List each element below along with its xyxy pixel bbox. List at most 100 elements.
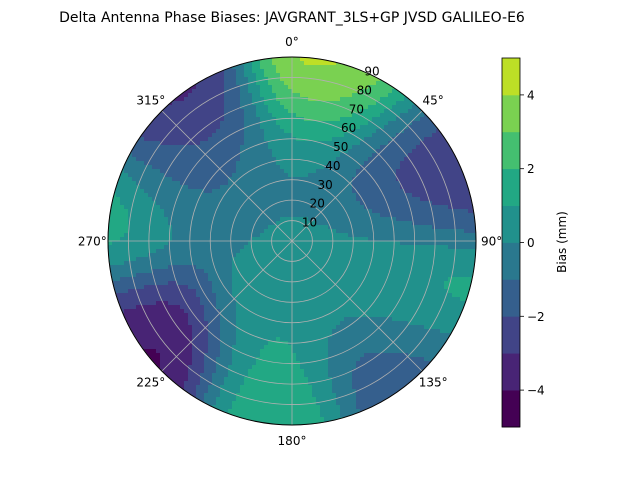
contour-cell [328, 117, 333, 122]
contour-cell [320, 285, 325, 290]
contour-cell [224, 281, 229, 286]
contour-cell [168, 181, 173, 186]
contour-cell [156, 305, 161, 310]
contour-cell [448, 153, 453, 158]
contour-cell [452, 161, 457, 166]
contour-cell [192, 121, 197, 126]
contour-cell [456, 177, 461, 182]
contour-cell [136, 153, 141, 158]
contour-cell [236, 301, 241, 306]
contour-cell [252, 185, 257, 190]
contour-cell [364, 109, 369, 114]
contour-cell [184, 125, 189, 130]
contour-cell [220, 213, 225, 218]
contour-cell [352, 293, 357, 298]
contour-cell [220, 237, 225, 242]
contour-cell [184, 253, 189, 258]
contour-cell [320, 265, 325, 270]
contour-cell [176, 289, 181, 294]
contour-cell [304, 241, 309, 246]
contour-cell [244, 213, 249, 218]
contour-cell [348, 137, 353, 142]
contour-cell [204, 205, 209, 210]
contour-cell [308, 165, 313, 170]
contour-cell [232, 225, 237, 230]
contour-cell [248, 177, 253, 182]
contour-cell [140, 201, 145, 206]
contour-cell [352, 193, 357, 198]
contour-cell [428, 225, 433, 230]
contour-cell [428, 297, 433, 302]
contour-cell [168, 265, 173, 270]
contour-cell [296, 129, 301, 134]
contour-cell [280, 65, 285, 70]
contour-cell [204, 293, 209, 298]
contour-cell [180, 125, 185, 130]
contour-cell [216, 129, 221, 134]
contour-cell [356, 101, 361, 106]
contour-cell [232, 65, 237, 70]
contour-cell [336, 101, 341, 106]
contour-cell [232, 125, 237, 130]
contour-cell [392, 297, 397, 302]
contour-cell [384, 213, 389, 218]
contour-cell [216, 293, 221, 298]
contour-cell [144, 149, 149, 154]
contour-cell [124, 261, 129, 266]
contour-cell [204, 101, 209, 106]
contour-cell [344, 253, 349, 258]
contour-cell [160, 253, 165, 258]
contour-cell [180, 93, 185, 98]
contour-cell [304, 141, 309, 146]
contour-cell [212, 157, 217, 162]
contour-cell [440, 217, 445, 222]
contour-cell [144, 245, 149, 250]
contour-cell [388, 301, 393, 306]
contour-cell [116, 257, 121, 262]
contour-cell [256, 233, 261, 238]
contour-cell [192, 245, 197, 250]
contour-cell [360, 77, 365, 82]
contour-cell [312, 65, 317, 70]
contour-cell [160, 169, 165, 174]
contour-cell [196, 109, 201, 114]
contour-cell [456, 265, 461, 270]
contour-cell [228, 249, 233, 254]
contour-cell [356, 205, 361, 210]
contour-cell [136, 161, 141, 166]
contour-cell [276, 257, 281, 262]
contour-cell [180, 97, 185, 102]
contour-cell [316, 185, 321, 190]
contour-cell [428, 281, 433, 286]
contour-cell [364, 85, 369, 90]
contour-cell [316, 229, 321, 234]
contour-cell [252, 193, 257, 198]
contour-cell [116, 269, 121, 274]
contour-cell [428, 253, 433, 258]
contour-cell [300, 265, 305, 270]
contour-cell [228, 105, 233, 110]
contour-cell [236, 289, 241, 294]
contour-cell [292, 129, 297, 134]
contour-cell [332, 105, 337, 110]
contour-cell [296, 265, 301, 270]
contour-cell [336, 173, 341, 178]
contour-cell [244, 225, 249, 230]
contour-cell [156, 153, 161, 158]
contour-cell [324, 285, 329, 290]
contour-cell [172, 269, 177, 274]
contour-cell [148, 297, 153, 302]
contour-cell [216, 85, 221, 90]
contour-cell [140, 189, 145, 194]
contour-cell [312, 241, 317, 246]
contour-cell [364, 133, 369, 138]
contour-cell [388, 133, 393, 138]
contour-cell [112, 257, 117, 262]
contour-cell [396, 97, 401, 102]
contour-cell [308, 305, 313, 310]
contour-cell [212, 201, 217, 206]
contour-cell [324, 177, 329, 182]
contour-cell [204, 189, 209, 194]
contour-cell [252, 209, 257, 214]
contour-cell [356, 197, 361, 202]
